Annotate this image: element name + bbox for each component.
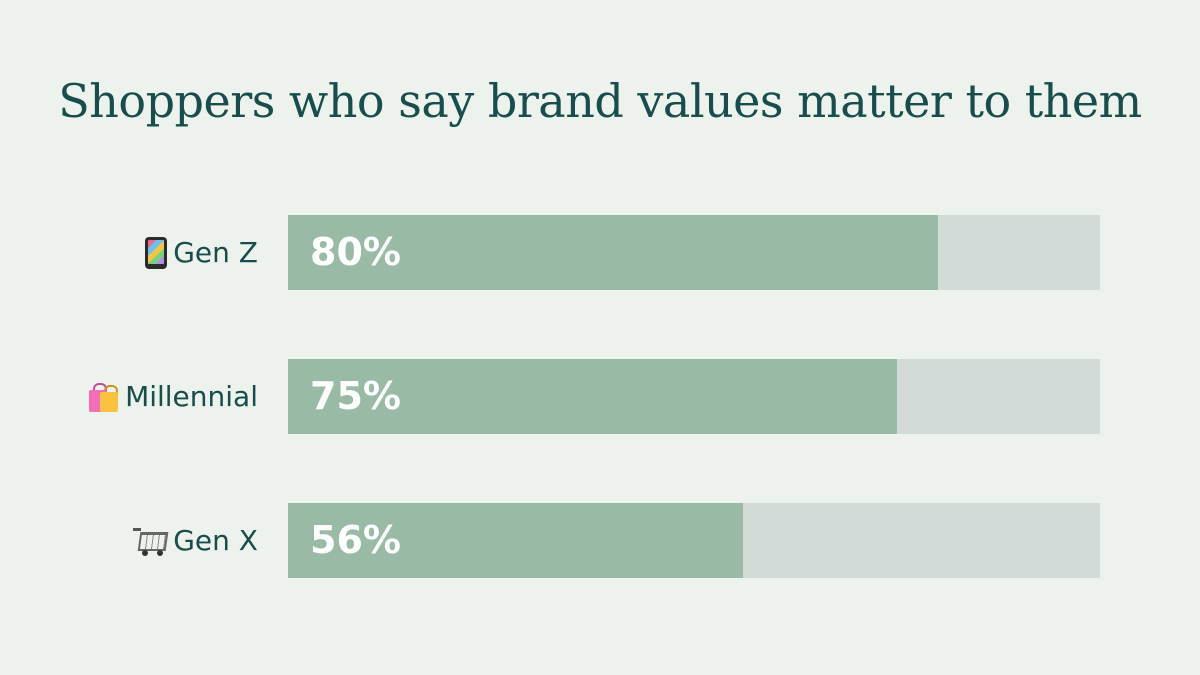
data-label: 80%: [310, 230, 401, 274]
bar-track: 80%: [288, 215, 1100, 290]
data-label: 75%: [310, 374, 401, 418]
category-label-text: Gen Z: [173, 236, 258, 269]
mobile-phone-icon: [145, 236, 168, 269]
category-label: Gen X: [133, 503, 258, 578]
category-label-text: Gen X: [173, 524, 258, 557]
shopping-cart-icon: [133, 525, 169, 557]
bar-row: Millennial 75%: [0, 359, 1200, 434]
data-label: 56%: [310, 518, 401, 562]
category-label: Millennial: [87, 359, 258, 434]
bar-row: Gen Z 80%: [0, 215, 1200, 290]
bar-track: 75%: [288, 359, 1100, 434]
chart-title: Shoppers who say brand values matter to …: [58, 74, 1142, 128]
bar: [288, 215, 938, 290]
category-label: Gen Z: [145, 215, 258, 290]
bar: [288, 503, 743, 578]
bar-track: 56%: [288, 503, 1100, 578]
shopping-bags-icon: [87, 381, 119, 413]
bar-row: Gen X 56%: [0, 503, 1200, 578]
category-label-text: Millennial: [125, 380, 258, 413]
bar: [288, 359, 897, 434]
